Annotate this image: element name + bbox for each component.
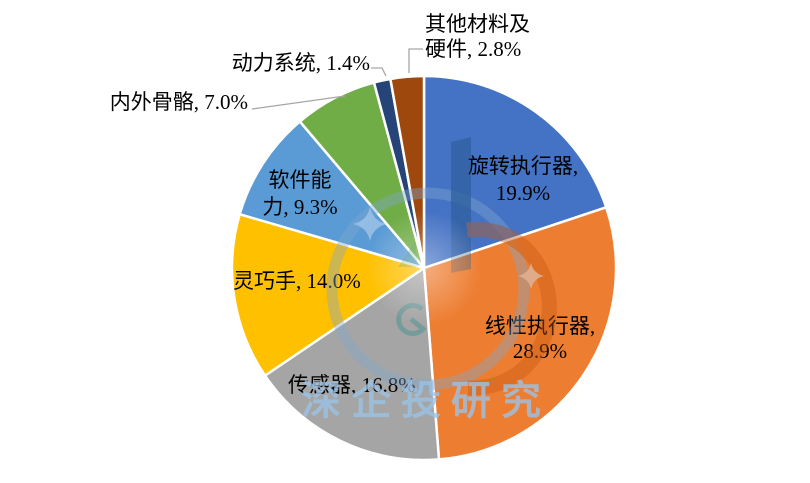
pie-label-dexterous-hand: 灵巧手, 14.0% — [233, 269, 361, 293]
pie-slice-rotary-actuator — [422, 74, 608, 270]
pie-label-software-capability: 软件能力, 9.3% — [262, 168, 337, 219]
pie-slice-software-capability — [238, 120, 426, 270]
leader-line-endo-exo-skeleton — [251, 95, 346, 110]
data-labels: 旋转执行器, 19.9% 线性执行器, 28.9% 传感器, 16.8% 灵巧手, 14.… — [110, 12, 595, 397]
leader-line-power-system — [371, 67, 387, 77]
pie-label-rotary-actuator: 旋转执行器, 19.9% — [468, 154, 578, 205]
pie-label-linear-actuator: 线性执行器, 28.9% — [485, 314, 595, 363]
pie-label-sensor: 传感器, 16.8% — [288, 373, 416, 397]
leader-line-other-materials-hardware — [408, 48, 423, 73]
watermark-text: 深企投研究 — [301, 378, 551, 423]
pie-label-power-system: 动力系统, 1.4% — [232, 51, 370, 75]
leader-lines — [251, 48, 423, 110]
pie-label-endo-exo-skeleton: 内外骨骼, 7.0% — [110, 90, 248, 114]
pie-label-other-materials-hardware: 其他材料及硬件, 2.8% — [425, 12, 530, 61]
watermark-ring — [326, 187, 530, 391]
sparkle-icon — [518, 263, 544, 289]
watermark-logo — [326, 137, 557, 396]
sparkle-icon — [353, 207, 387, 241]
watermark-monogram-d — [466, 222, 557, 396]
watermark-flare — [366, 210, 482, 326]
